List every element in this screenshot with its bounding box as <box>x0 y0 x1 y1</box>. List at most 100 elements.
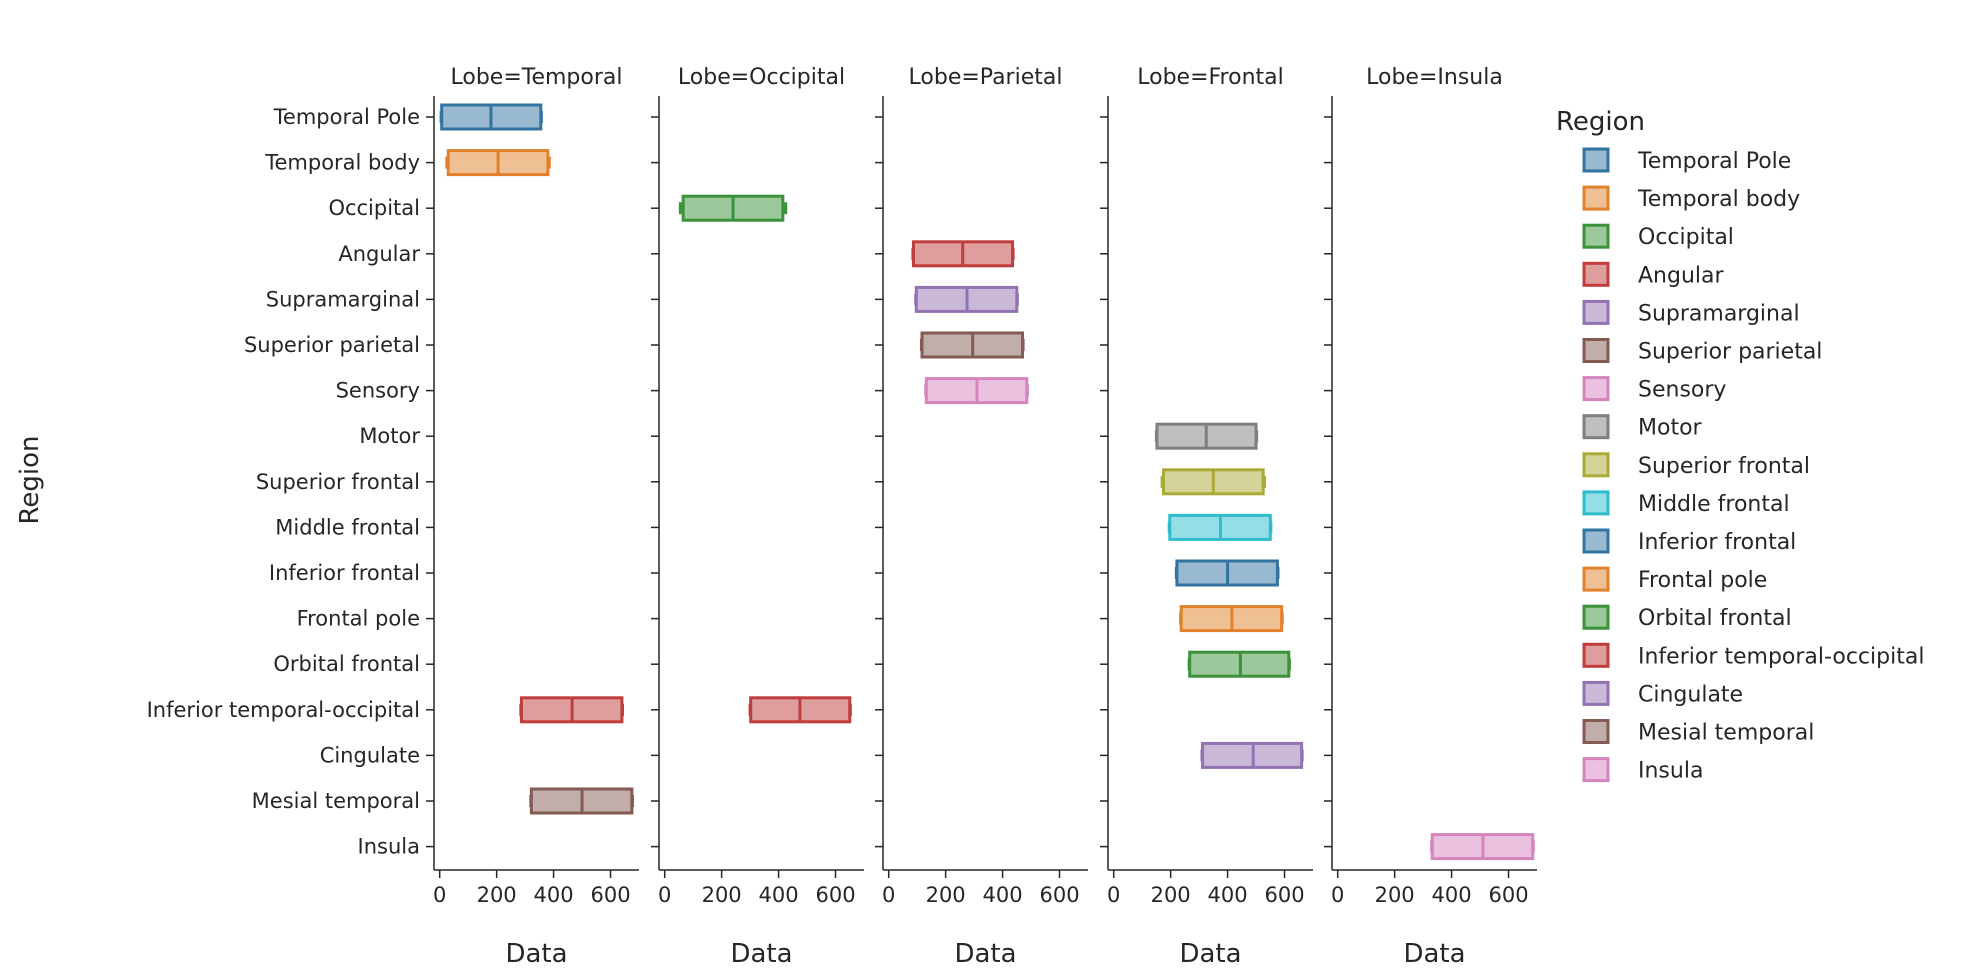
panel-title: Lobe=Insula <box>1366 65 1503 90</box>
y-tick-label: Motor <box>359 424 420 448</box>
legend-item: Inferior frontal <box>1582 528 1796 555</box>
box-parietal-3 <box>911 240 1015 268</box>
legend-swatch <box>1582 299 1610 325</box>
y-tick-label: Sensory <box>336 379 420 403</box>
x-tick-label: 200 <box>1375 883 1415 907</box>
legend-label: Frontal pole <box>1638 568 1767 593</box>
y-tick-label: Middle frontal <box>275 515 420 539</box>
legend-item: Mesial temporal <box>1582 719 1814 746</box>
legend-swatch <box>1582 604 1610 630</box>
legend-swatch <box>1582 338 1610 363</box>
box-occipital-13 <box>748 696 852 724</box>
legend: Region Temporal Pole Temporal body Occipit… <box>1556 107 1924 784</box>
facet-panel-occipital: Lobe=Occipital 0 200 400 600 Data <box>651 65 864 969</box>
panel-title: Lobe=Occipital <box>678 65 845 90</box>
legend-item: Frontal pole <box>1582 566 1767 593</box>
box-occipital-2 <box>678 194 788 222</box>
facet-panels: Lobe=Temporal Temporal Pole Temporal body O… <box>147 65 1537 969</box>
x-tick-label: 200 <box>926 883 966 907</box>
x-tick-label: 600 <box>590 883 630 907</box>
legend-item: Occipital <box>1582 223 1734 250</box>
y-tick-label: Temporal Pole <box>273 105 420 129</box>
y-tick-label: Temporal body <box>264 151 420 175</box>
legend-item: Superior frontal <box>1582 452 1810 479</box>
legend-label: Inferior temporal-occipital <box>1638 644 1924 669</box>
legend-label: Motor <box>1638 416 1703 441</box>
y-tick-label: Occipital <box>328 196 420 220</box>
x-axis-label: Data <box>730 939 792 969</box>
legend-swatch <box>1582 566 1610 592</box>
y-tick-label: Insula <box>358 835 420 859</box>
x-tick-label: 200 <box>1151 883 1191 907</box>
legend-item: Inferior temporal-occipital <box>1582 642 1924 669</box>
facet-panel-temporal: Lobe=Temporal Temporal Pole Temporal body O… <box>147 65 639 969</box>
legend-swatch <box>1582 642 1610 668</box>
legend-item: Supramarginal <box>1582 299 1800 326</box>
box-frontal-14 <box>1200 741 1304 769</box>
x-tick-label: 600 <box>1488 883 1528 907</box>
box-parietal-5 <box>919 331 1025 359</box>
facet-panel-parietal: Lobe=Parietal 0 200 400 600 Data <box>875 65 1088 969</box>
y-tick-label: Inferior temporal-occipital <box>147 698 420 722</box>
box-temporal-15 <box>529 787 634 815</box>
x-tick-label: 0 <box>1331 883 1344 907</box>
legend-label: Temporal Pole <box>1637 149 1791 174</box>
box-temporal-0 <box>439 103 543 131</box>
x-tick-label: 600 <box>815 883 855 907</box>
x-tick-label: 0 <box>433 883 446 907</box>
y-axis-label: Region <box>15 435 45 524</box>
legend-label: Cingulate <box>1638 682 1743 707</box>
legend-label: Angular <box>1638 263 1724 288</box>
legend-title: Region <box>1556 107 1645 137</box>
x-tick-label: 400 <box>1432 883 1472 907</box>
x-tick-label: 0 <box>1107 883 1120 907</box>
legend-item: Middle frontal <box>1582 490 1790 517</box>
panel-title: Lobe=Frontal <box>1137 65 1284 90</box>
legend-label: Orbital frontal <box>1638 606 1792 631</box>
x-tick-label: 400 <box>983 883 1023 907</box>
legend-label: Superior parietal <box>1638 340 1822 365</box>
legend-swatch <box>1582 261 1610 287</box>
box-frontal-10 <box>1174 559 1280 587</box>
x-tick-label: 400 <box>759 883 799 907</box>
legend-swatch <box>1582 223 1610 249</box>
legend-swatch <box>1582 414 1610 440</box>
panel-title: Lobe=Temporal <box>451 65 623 90</box>
box-frontal-8 <box>1160 468 1267 496</box>
legend-swatch <box>1582 680 1610 706</box>
box-insula-16 <box>1430 833 1535 861</box>
x-axis-label: Data <box>1403 939 1465 969</box>
legend-item: Sensory <box>1582 376 1726 403</box>
x-axis-label: Data <box>954 939 1016 969</box>
x-tick-label: 0 <box>882 883 895 907</box>
y-tick-label: Superior parietal <box>244 333 420 357</box>
legend-label: Superior frontal <box>1638 454 1810 479</box>
y-tick-label: Supramarginal <box>266 287 420 311</box>
legend-swatch <box>1582 490 1610 516</box>
legend-label: Inferior frontal <box>1638 530 1796 555</box>
y-tick-label: Mesial temporal <box>252 789 420 813</box>
x-axis-label: Data <box>505 939 567 969</box>
legend-swatch <box>1582 528 1610 554</box>
y-tick-label: Frontal pole <box>297 607 420 631</box>
legend-item: Superior parietal <box>1582 338 1822 365</box>
legend-swatch <box>1582 757 1610 783</box>
x-tick-label: 200 <box>702 883 742 907</box>
y-tick-label: Angular <box>338 242 420 266</box>
box-frontal-11 <box>1179 605 1284 633</box>
x-tick-label: 0 <box>658 883 671 907</box>
legend-label: Temporal body <box>1637 187 1800 212</box>
box-temporal-1 <box>445 149 551 177</box>
legend-swatch <box>1582 452 1610 478</box>
legend-item: Cingulate <box>1582 680 1743 707</box>
legend-swatch <box>1582 185 1610 211</box>
legend-item: Temporal Pole <box>1582 147 1791 174</box>
legend-item: Angular <box>1582 261 1724 288</box>
x-tick-label: 400 <box>1208 883 1248 907</box>
legend-label: Supramarginal <box>1638 301 1800 326</box>
y-tick-label: Inferior frontal <box>269 561 420 585</box>
legend-swatch <box>1582 376 1610 402</box>
facet-panel-frontal: Lobe=Frontal 0 200 400 600 Data <box>1100 65 1313 969</box>
x-tick-label: 200 <box>477 883 517 907</box>
